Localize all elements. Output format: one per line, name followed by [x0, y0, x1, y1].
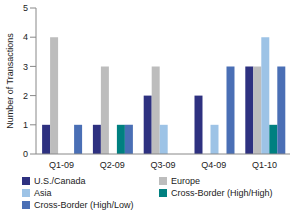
svg-text:1: 1: [23, 120, 28, 130]
svg-text:2: 2: [23, 91, 28, 101]
svg-text:Q4-09: Q4-09: [201, 160, 226, 170]
svg-text:Q3-09: Q3-09: [150, 160, 175, 170]
svg-text:Q1-09: Q1-09: [49, 160, 74, 170]
svg-text:5: 5: [23, 3, 28, 13]
html-text:Europe: Europe: [171, 176, 200, 186]
svg-text:Q2-09: Q2-09: [100, 160, 125, 170]
svg-text:Number of Transactions: Number of Transactions: [8, 33, 15, 129]
html-text:Cross-Border (High/High): Cross-Border (High/High): [171, 188, 273, 198]
html-text:U.S./Canada: U.S./Canada: [34, 176, 86, 186]
html-text:Asia: Asia: [34, 188, 52, 198]
svg-text:4: 4: [23, 32, 28, 42]
svg-text:0: 0: [23, 149, 28, 159]
svg-text:3: 3: [23, 62, 28, 72]
svg-text:Q1-10: Q1-10: [252, 160, 277, 170]
html-text:Cross-Border (High/Low): Cross-Border (High/Low): [34, 200, 134, 210]
